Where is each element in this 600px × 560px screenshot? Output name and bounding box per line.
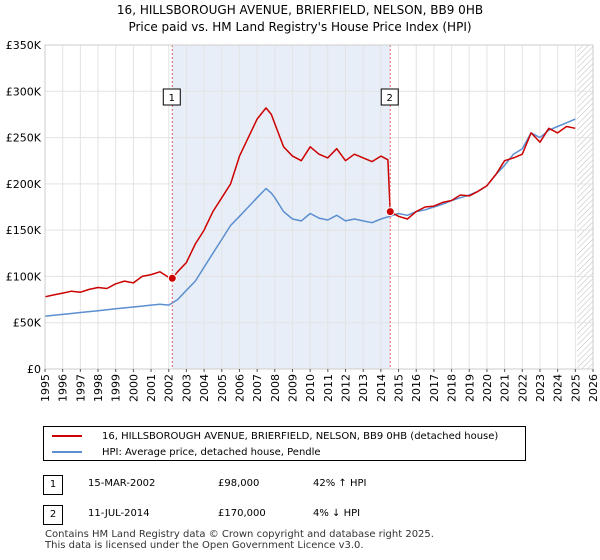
x-tick-label: 2003 [180, 374, 193, 402]
x-tick-label: 2015 [393, 374, 406, 402]
x-tick-label: 2010 [304, 374, 317, 402]
x-tick-label: 1999 [110, 374, 123, 402]
footer-copyright: Contains HM Land Registry data © Crown c… [45, 529, 434, 540]
transaction-date: 15-MAR-2002 [88, 478, 156, 489]
legend: 16, HILLSBOROUGH AVENUE, BRIERFIELD, NEL… [43, 426, 526, 461]
transaction-price: £98,000 [218, 478, 260, 489]
x-tick-label: 2005 [216, 374, 229, 402]
y-tick-label: £350K [6, 39, 42, 52]
y-tick-label: £250K [6, 132, 42, 145]
x-tick-label: 2001 [145, 374, 158, 402]
x-tick-label: 2012 [340, 374, 353, 402]
x-tick-label: 2024 [552, 374, 565, 402]
transaction-badge: 2 [43, 505, 63, 525]
x-tick-label: 1996 [57, 374, 70, 402]
plot-frame [44, 44, 594, 370]
price-line [44, 107, 576, 298]
marker-box [380, 88, 399, 106]
sale-point [385, 207, 395, 217]
price-chart: 1 2 £0 £50K £100K £150K £200K £250K £300K £350K 1… [6, 39, 600, 402]
x-tick-label: 2002 [163, 374, 176, 402]
x-tick-label: 2011 [322, 374, 335, 402]
x-tick-label: 2017 [428, 374, 441, 402]
x-tick-label: 2006 [233, 374, 246, 402]
footer-licence: This data is licensed under the Open Gov… [45, 540, 364, 551]
legend-swatch-hpi [52, 451, 82, 453]
y-tick-label: £150K [6, 224, 42, 237]
y-tick-label: £50K [13, 317, 42, 330]
y-tick-label: £200K [6, 178, 42, 191]
legend-item-price: 16, HILLSBOROUGH AVENUE, BRIERFIELD, NEL… [52, 429, 498, 443]
legend-item-hpi: HPI: Average price, detached house, Pend… [52, 445, 321, 459]
marker-label: 2 [387, 93, 393, 104]
hatched-region [577, 45, 593, 369]
marker-label: 1 [169, 93, 175, 104]
x-tick-label: 2019 [463, 374, 476, 402]
legend-label-price: 16, HILLSBOROUGH AVENUE, BRIERFIELD, NEL… [102, 430, 499, 442]
chart-title: 16, HILLSBOROUGH AVENUE, BRIERFIELD, NEL… [116, 3, 484, 17]
transaction-badge: 1 [43, 475, 63, 495]
legend-label-hpi: HPI: Average price, detached house, Pend… [102, 446, 321, 458]
marker-box [162, 88, 181, 106]
chart-subtitle: Price paid vs. HM Land Registry's House … [128, 20, 472, 34]
x-tick-label: 2023 [534, 374, 547, 402]
legend-swatch-price [52, 435, 82, 437]
x-tick-label: 2009 [286, 374, 299, 402]
x-tick-label: 1998 [92, 374, 105, 402]
x-tick-label: 2021 [499, 374, 512, 402]
x-tick-label: 2026 [587, 374, 600, 402]
x-tick-label: 2022 [516, 374, 529, 402]
transaction-price: £170,000 [218, 508, 266, 519]
x-tick-label: 1997 [74, 374, 87, 402]
x-tick-label: 2018 [446, 374, 459, 402]
x-tick-label: 2013 [357, 374, 370, 402]
x-tick-label: 2007 [251, 374, 264, 402]
x-tick-label: 2004 [198, 374, 211, 402]
sale-point [167, 273, 177, 283]
footer: Contains HM Land Registry data © Crown c… [45, 529, 434, 551]
y-tick-label: £100K [6, 270, 42, 283]
x-tick-label: 2025 [569, 374, 582, 402]
x-tick-label: 2014 [375, 374, 388, 402]
x-tick-label: 2016 [410, 374, 423, 402]
x-tick-label: 1995 [39, 374, 52, 402]
x-tick-label: 2000 [127, 374, 140, 402]
transaction-hpi: 4% ↓ HPI [313, 508, 361, 519]
transaction-hpi: 42% ↑ HPI [313, 478, 367, 489]
x-tick-label: 2008 [269, 374, 282, 402]
y-tick-label: £0 [27, 363, 41, 376]
transaction-date: 11-JUL-2014 [88, 508, 150, 519]
x-tick-label: 2020 [481, 374, 494, 402]
y-tick-label: £300K [6, 85, 42, 98]
